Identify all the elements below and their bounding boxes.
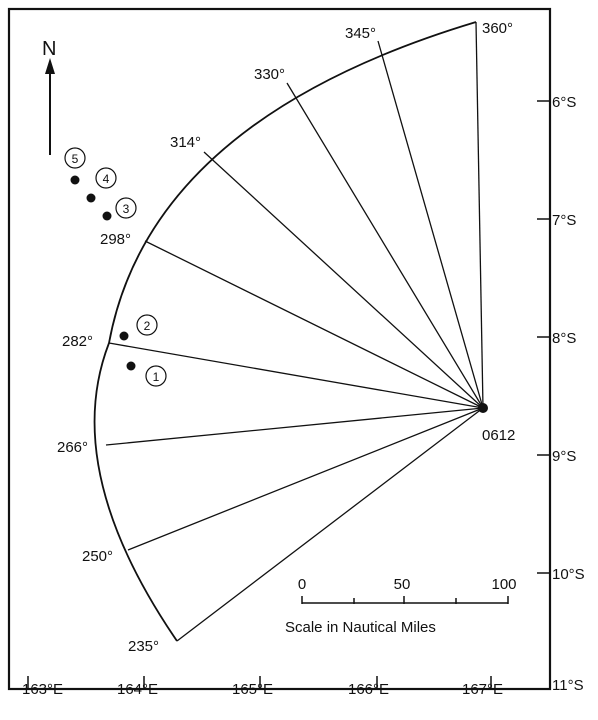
point-1-marker [145,365,167,387]
latitude-axis: 6°S 7°S 8°S 9°S 10°S 11°S [537,94,585,694]
point-1-dot [126,361,136,371]
latitude-label: 7°S [552,212,576,229]
point-2: 2 [119,314,158,341]
bearing-label-360: 360° [482,20,513,37]
scale-caption: Scale in Nautical Miles [285,619,436,636]
longitude-label: 166°E [348,681,389,698]
bearing-ray-298 [144,240,484,409]
bearing-ray-330 [286,82,484,409]
point-4-dot [86,193,96,203]
point-5-dot [70,175,80,185]
point-3-dot [102,211,112,221]
point-2-marker [136,314,158,336]
origin-label: 0612 [482,427,515,444]
bearing-label-235: 235° [128,638,159,655]
scale-tick-label: 0 [298,576,306,593]
point-3-label: 3 [123,202,130,216]
bearing-label-266: 266° [57,439,88,456]
bearing-ray-266 [105,407,484,446]
bearing-label-298: 298° [100,231,131,248]
latitude-label: 11°S [552,677,584,694]
longitude-axis: 163°E 164°E 165°E 166°E 167°E [22,676,503,698]
bearing-ray-360 [475,21,484,409]
map-frame [7,7,552,691]
point-2-dot [119,331,129,341]
longitude-label: 165°E [232,681,273,698]
bearing-label-330: 330° [254,66,285,83]
bearing-label-250: 250° [82,548,113,565]
longitude-label: 164°E [117,681,158,698]
latitude-label: 8°S [552,330,576,347]
point-5-label: 5 [72,152,79,166]
bearing-ray-282 [108,342,484,409]
north-arrow-head [45,58,55,74]
latitude-label: 10°S [552,566,585,583]
bearing-ray-314 [203,151,484,409]
point-3-marker [115,197,137,219]
point-5-marker [64,147,86,169]
point-1-label: 1 [153,370,160,384]
point-3: 3 [102,197,137,221]
bearing-sector [93,21,488,642]
latitude-label: 6°S [552,94,576,111]
bearing-ray-235 [176,407,484,642]
longitude-label: 167°E [462,681,503,698]
scale-tick-label: 50 [394,576,411,593]
origin-dot [478,403,488,413]
north-label: N [42,38,56,60]
longitude-label: 163°E [22,681,63,698]
bearing-label-314: 314° [170,134,201,151]
point-2-label: 2 [144,319,151,333]
bearing-arc [93,21,477,642]
point-1: 1 [126,361,167,387]
point-5: 5 [64,147,86,185]
scale-bar: 0 50 100 Scale in Nautical Miles [285,576,517,636]
scale-tick-label: 100 [491,576,516,593]
bearing-ray-345 [377,40,484,409]
latitude-label: 9°S [552,448,576,465]
point-4-marker [95,167,117,189]
north-arrow: N [42,38,56,155]
bearing-labels: 235° 250° 266° 282° 298° 314° 330° 345° … [57,20,513,655]
point-4-label: 4 [103,172,110,186]
point-4: 4 [86,167,117,203]
bearing-ray-250 [127,407,484,551]
bearing-label-345: 345° [345,25,376,42]
bearing-label-282: 282° [62,333,93,350]
